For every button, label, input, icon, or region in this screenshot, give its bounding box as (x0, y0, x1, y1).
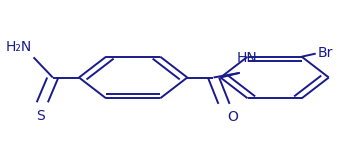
Text: S: S (36, 108, 45, 122)
Text: HN: HN (236, 51, 257, 65)
Text: Br: Br (317, 46, 333, 60)
Text: O: O (227, 110, 238, 124)
Text: H₂N: H₂N (6, 40, 32, 54)
